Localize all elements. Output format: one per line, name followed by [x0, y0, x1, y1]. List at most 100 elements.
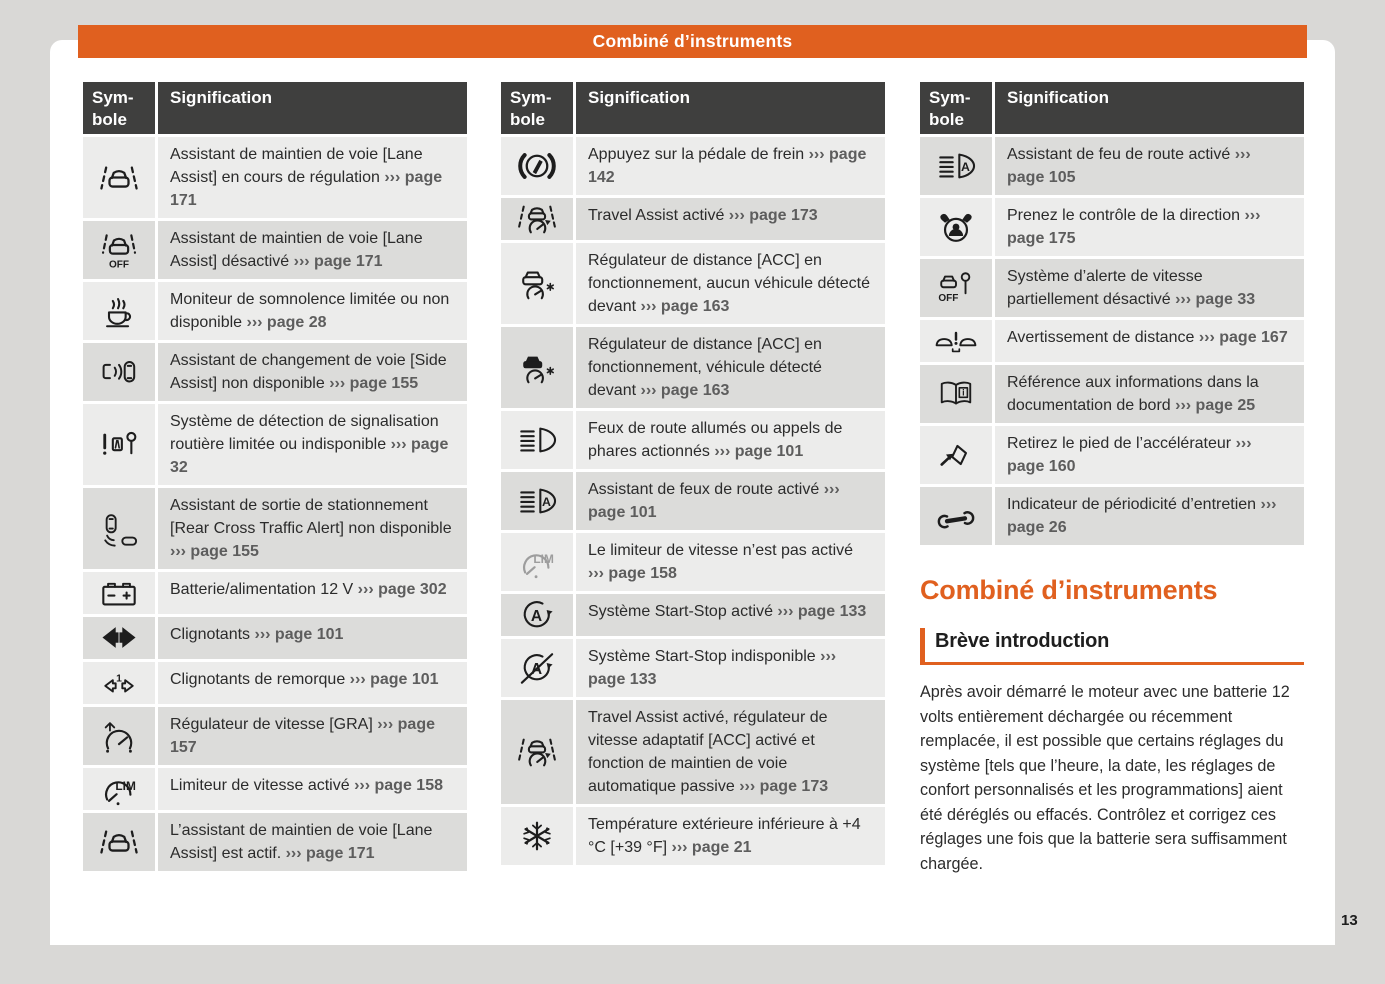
- signification-cell: Prenez le contrôle de la direction ››› p…: [995, 198, 1304, 256]
- signification-text: Régulateur de distance [ACC] en fonction…: [588, 336, 822, 399]
- page-reference: ››› page 171: [293, 253, 383, 270]
- lane-assist-off-icon: OFF: [83, 221, 155, 279]
- manual-page: Sym-bole Signification Assistant de mainti…: [50, 40, 1335, 945]
- page-reference: ››› page 133: [588, 648, 837, 688]
- svg-text:A: A: [531, 608, 542, 625]
- table-row: Assistant de maintien de voie [Lane Assi…: [83, 137, 467, 218]
- page-reference: ››› page 133: [777, 603, 867, 620]
- page-reference: ››› page 163: [640, 298, 730, 315]
- signification-cell: Limiteur de vitesse activé ››› page 158: [158, 768, 467, 810]
- signification-text: Système de détection de signalisation ro…: [170, 413, 439, 453]
- travel-assist-icon: [501, 700, 573, 804]
- svg-text:i: i: [962, 388, 965, 398]
- table-row: Assistant de changement de voie [Side As…: [83, 343, 467, 401]
- page-reference: ››› page 32: [170, 436, 449, 476]
- speed-limiter-off-icon: LIM: [501, 533, 573, 591]
- page-reference: ››› page 105: [1007, 146, 1251, 186]
- traffic-sign-detection-icon: [83, 404, 155, 485]
- symbol-column-header: Sym-bole: [501, 82, 573, 134]
- table-row: Travel Assist activé ››› page 173: [501, 198, 885, 240]
- symbols-table-3: Sym-bole Signification A Assistant de feu d…: [920, 82, 1304, 545]
- page-number: 13: [1341, 912, 1358, 929]
- cruise-control-icon: [83, 707, 155, 765]
- table-row: 1 Clignotants de remorque ››› page 101: [83, 662, 467, 704]
- table-row: Feux de route allumés ou appels de phare…: [501, 411, 885, 469]
- signification-cell: Système Start-Stop activé ››› page 133: [576, 594, 885, 636]
- subsection-heading: Brève introduction: [920, 628, 1304, 665]
- signification-cell: Régulateur de vitesse [GRA] ››› page 157: [158, 707, 467, 765]
- table-row: A Système Start-Stop activé ››› page 133: [501, 594, 885, 636]
- table-row: A Système Start-Stop indisponible ››› pag…: [501, 639, 885, 697]
- page-reference: ››› page 158: [588, 565, 677, 582]
- signification-text: Avertissement de distance: [1007, 329, 1199, 346]
- brake-pedal-icon: [501, 137, 573, 195]
- signification-cell: Moniteur de somnolence limitée ou non di…: [158, 282, 467, 340]
- signification-text: Limiteur de vitesse activé: [170, 777, 355, 794]
- page-reference: ››› page 302: [357, 581, 447, 598]
- symbols-table-2: Sym-bole Signification Appuyez sur la péda…: [501, 82, 885, 865]
- page-reference: ››› page 101: [254, 626, 344, 643]
- signification-text: Système Start-Stop indisponible: [588, 648, 821, 665]
- signification-text: Assistant de maintien de voie [Lane Assi…: [170, 230, 423, 270]
- table-row: Système de détection de signalisation ro…: [83, 404, 467, 485]
- chapter-section: Combiné d’instruments Brève introduction…: [920, 575, 1304, 876]
- signification-cell: Indicateur de périodicité d’entretien ››…: [995, 487, 1304, 545]
- signification-text: Travel Assist activé, régulateur de vite…: [588, 709, 828, 795]
- signification-column-header: Signification: [576, 82, 885, 134]
- table-header-row: Sym-bole Signification: [920, 82, 1304, 134]
- page-reference: ››› page 28: [246, 314, 327, 331]
- signification-cell: Feux de route allumés ou appels de phare…: [576, 411, 885, 469]
- table-row: LIM Limiteur de vitesse activé ››› page 1…: [83, 768, 467, 810]
- page-reference: ››› page 26: [1007, 496, 1277, 536]
- speed-alert-off-icon: OFF: [920, 259, 992, 317]
- section-title: Combiné d’instruments: [920, 575, 1218, 605]
- svg-text:A: A: [961, 160, 970, 174]
- symbols-table-1: Sym-bole Signification Assistant de mainti…: [83, 82, 467, 871]
- signification-text: Clignotants: [170, 626, 255, 643]
- rear-cross-traffic-icon: [83, 488, 155, 569]
- high-beam-assist-icon: A: [920, 137, 992, 195]
- signification-text: Travel Assist activé: [588, 207, 729, 224]
- service-interval-icon: [920, 487, 992, 545]
- travel-assist-icon: [501, 198, 573, 240]
- table-row: Régulateur de distance [ACC] en fonction…: [501, 327, 885, 408]
- page-reference: ››› page 158: [354, 777, 443, 794]
- page-reference: ››› page 160: [1007, 435, 1252, 475]
- signification-text: Assistant de sortie de stationnement [Re…: [170, 497, 452, 537]
- signification-text: Référence aux informations dans la docum…: [1007, 374, 1259, 414]
- snowflake-icon: [501, 807, 573, 865]
- svg-text:A: A: [542, 495, 551, 509]
- signification-cell: Température extérieure inférieure à +4 °…: [576, 807, 885, 865]
- page-reference: ››› page 173: [728, 207, 818, 224]
- symbols-column-2: Sym-bole Signification Appuyez sur la péda…: [501, 82, 885, 865]
- signification-text: Assistant de maintien de voie [Lane Assi…: [170, 146, 423, 186]
- signification-text: Moniteur de somnolence limitée ou non di…: [170, 291, 450, 331]
- table-row: Assistant de sortie de stationnement [Re…: [83, 488, 467, 569]
- page-reference: ››› page 21: [671, 839, 752, 856]
- signification-text: Assistant de changement de voie [Side As…: [170, 352, 447, 392]
- page-reference: ››› page 142: [588, 146, 867, 186]
- page-reference: ››› page 175: [1007, 207, 1261, 247]
- page-reference: ››› page 25: [1175, 397, 1256, 414]
- chapter-header-title: Combiné d’instruments: [592, 31, 793, 51]
- signification-text: Le limiteur de vitesse n’est pas activé: [588, 542, 854, 559]
- subsection-title: Brève introduction: [935, 630, 1110, 652]
- table-header-row: Sym-bole Signification: [83, 82, 467, 134]
- speed-limiter-icon: LIM: [83, 768, 155, 810]
- signification-text: Clignotants de remorque: [170, 671, 350, 688]
- signification-text: Régulateur de distance [ACC] en fonction…: [588, 252, 870, 315]
- signification-text: Système d’alerte de vitesse partiellemen…: [1007, 268, 1203, 308]
- signification-text: Régulateur de vitesse [GRA]: [170, 716, 378, 733]
- trailer-turn-signals-icon: 1: [83, 662, 155, 704]
- chapter-header-bar: Combiné d’instruments: [78, 25, 1307, 58]
- signification-cell: Système d’alerte de vitesse partiellemen…: [995, 259, 1304, 317]
- start-stop-unavailable-icon: A: [501, 639, 573, 697]
- signification-text: Feux de route allumés ou appels de phare…: [588, 420, 843, 460]
- signification-column-header: Signification: [995, 82, 1304, 134]
- page-reference: ››› page 155: [329, 375, 419, 392]
- signification-text: Retirez le pied de l’accélérateur: [1007, 435, 1236, 452]
- svg-text:OFF: OFF: [109, 259, 129, 270]
- table-row: OFF Système d’alerte de vitesse partielle…: [920, 259, 1304, 317]
- page-reference: ››› page 157: [170, 716, 435, 756]
- side-assist-icon: [83, 343, 155, 401]
